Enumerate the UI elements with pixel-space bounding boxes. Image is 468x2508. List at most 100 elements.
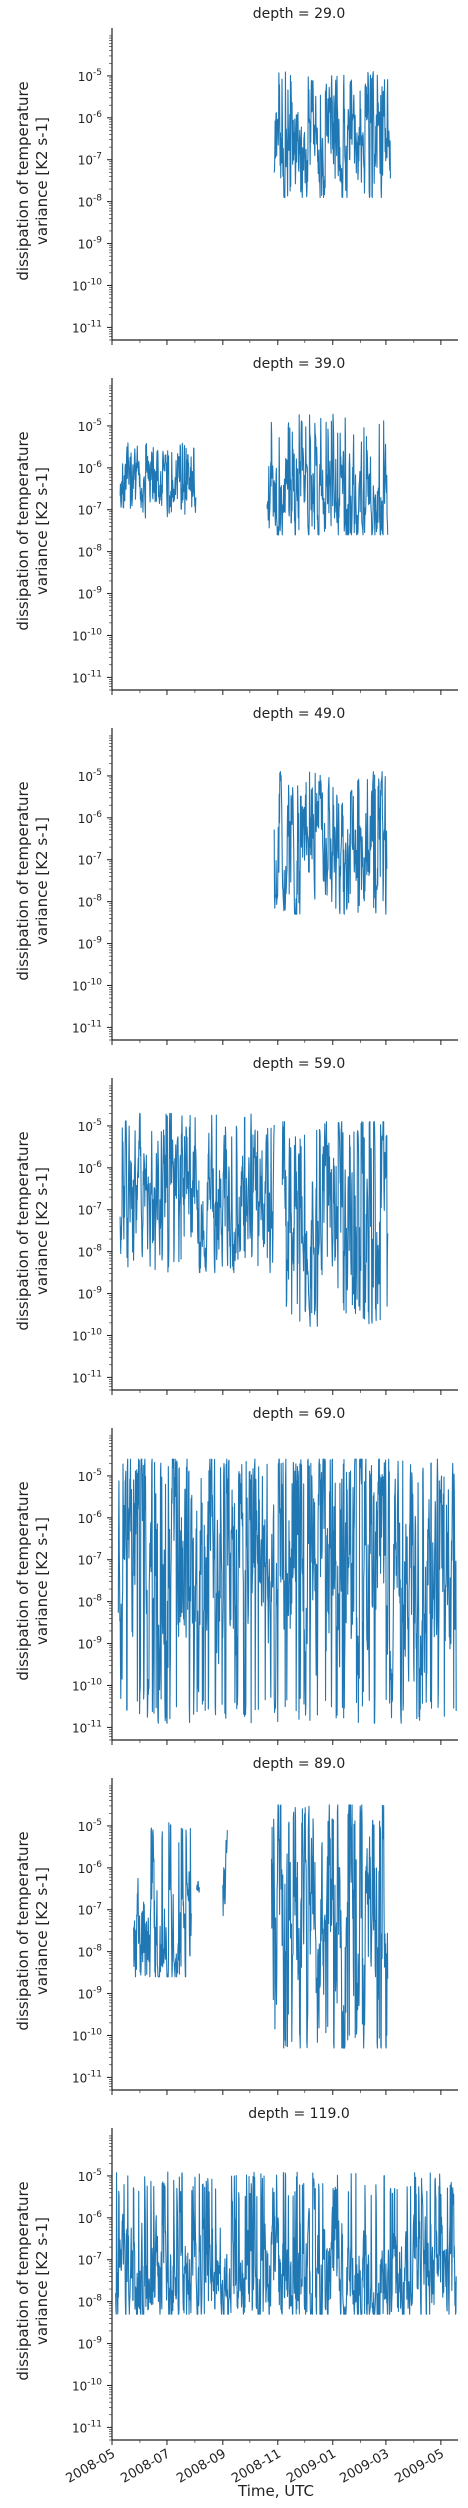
series-line: [133, 1822, 192, 1978]
y-tick-label: 10-5: [78, 1468, 102, 1484]
y-axis-label-line: dissipation of temperature: [14, 431, 32, 630]
y-tick-label: 10-6: [78, 810, 103, 826]
y-tick-label: 10-8: [78, 1244, 103, 1260]
y-tick-label: 10-7: [78, 1552, 102, 1568]
series-line: [115, 2171, 457, 2315]
y-tick-label: 10-9: [78, 586, 103, 602]
y-tick-label: 10-7: [78, 1902, 102, 1918]
y-tick-label: 10-6: [78, 2210, 103, 2226]
panel-title: depth = 59.0: [253, 1056, 346, 1072]
y-axis-label: dissipation of temperaturevariance [K2 s…: [14, 1831, 51, 2030]
panel-3: depth = 59.0 dissipation of temperatureva…: [14, 1056, 458, 1395]
y-axis-label: dissipation of temperaturevariance [K2 s…: [14, 2181, 51, 2380]
panel-0: depth = 29.0 dissipation of temperatureva…: [14, 6, 458, 345]
y-tick-label: 10-9: [78, 1986, 103, 2002]
y-tick-label: 10-7: [78, 2252, 102, 2268]
y-tick-label: 10-7: [78, 852, 102, 868]
y-axis-label-line: variance [K2 s-1]: [33, 1517, 51, 1645]
y-tick-label: 10-5: [78, 418, 102, 434]
y-axis-label: dissipation of temperaturevariance [K2 s…: [14, 1131, 51, 1330]
y-tick-label: 10-8: [78, 2294, 103, 2310]
y-tick-label: 10-9: [78, 1286, 103, 1302]
y-tick-label: 10-5: [78, 1818, 102, 1834]
panel-4: depth = 69.0 dissipation of temperatureva…: [14, 1406, 458, 1745]
y-tick-label: 10-7: [78, 152, 102, 168]
y-axis-label-line: variance [K2 s-1]: [33, 1167, 51, 1295]
panel-2: depth = 49.0 dissipation of temperatureva…: [14, 706, 458, 1045]
x-tick-label: 2008-11: [229, 2446, 284, 2486]
y-axis-label: dissipation of temperaturevariance [K2 s…: [14, 81, 51, 280]
series-line: [222, 1830, 228, 1917]
y-tick-label: 10-8: [78, 1594, 103, 1610]
x-tick-label: 2008-07: [118, 2446, 173, 2486]
y-tick-label: 10-5: [78, 1118, 102, 1134]
series-line: [281, 1121, 389, 1327]
x-tick-label: 2009-05: [392, 2446, 447, 2486]
y-axis-label: dissipation of temperaturevariance [K2 s…: [14, 1481, 51, 1680]
y-tick-label: 10-11: [72, 319, 102, 335]
x-tick-label: 2009-03: [337, 2446, 392, 2486]
y-tick-label: 10-10: [72, 2027, 102, 2043]
y-axis-label-line: variance [K2 s-1]: [33, 2217, 51, 2345]
panel-5: depth = 89.0 dissipation of temperatureva…: [14, 1756, 458, 2095]
y-tick-label: 10-7: [78, 1202, 102, 1218]
y-tick-label: 10-6: [78, 460, 103, 476]
y-tick-label: 10-9: [78, 936, 103, 952]
panel-title: depth = 49.0: [253, 706, 346, 722]
y-tick-label: 10-10: [72, 627, 102, 643]
series-line: [196, 1880, 200, 1893]
y-axis-label-line: dissipation of temperature: [14, 1831, 32, 2030]
y-tick-label: 10-10: [72, 1677, 102, 1693]
y-axis-label-line: variance [K2 s-1]: [33, 817, 51, 945]
y-tick-label: 10-5: [78, 768, 102, 784]
y-tick-label: 10-7: [78, 502, 102, 518]
y-tick-label: 10-5: [78, 2168, 102, 2184]
panel-title: depth = 69.0: [253, 1406, 346, 1422]
panel-title: depth = 89.0: [253, 1756, 346, 1772]
series-line: [273, 71, 391, 199]
y-tick-label: 10-9: [78, 2336, 103, 2352]
y-tick-label: 10-6: [78, 110, 103, 126]
series-line: [117, 1458, 457, 1724]
series-line: [119, 1112, 275, 1274]
y-axis-label-line: variance [K2 s-1]: [33, 117, 51, 245]
y-axis-label: dissipation of temperaturevariance [K2 s…: [14, 431, 51, 630]
y-axis-label-line: dissipation of temperature: [14, 2181, 32, 2380]
series-line: [270, 1804, 389, 2049]
y-axis-label-line: variance [K2 s-1]: [33, 1867, 51, 1995]
y-tick-label: 10-6: [78, 1860, 103, 1876]
panel-6: depth = 119.0 dissipation of temperaturev…: [14, 2106, 458, 2445]
y-tick-label: 10-10: [72, 277, 102, 293]
shared-x-axis: 2008-05 2008-07 2008-09 2008-11 2009-012009-…: [63, 2446, 446, 2486]
y-tick-label: 10-6: [78, 1510, 103, 1526]
x-axis-label: Time, UTC: [237, 2482, 314, 2500]
y-tick-label: 10-8: [78, 1944, 103, 1960]
y-tick-label: 10-9: [78, 1636, 103, 1652]
y-tick-label: 10-8: [78, 544, 103, 560]
y-axis-label-line: dissipation of temperature: [14, 781, 32, 980]
series-line: [273, 771, 388, 915]
series-line: [119, 442, 197, 519]
y-tick-label: 10-8: [78, 194, 103, 210]
x-tick-label: 2008-05: [63, 2446, 118, 2486]
y-tick-label: 10-8: [78, 894, 103, 910]
y-tick-label: 10-9: [78, 236, 103, 252]
y-tick-label: 10-11: [72, 2419, 102, 2435]
y-tick-label: 10-11: [72, 1369, 102, 1385]
y-tick-label: 10-11: [72, 669, 102, 685]
y-tick-label: 10-11: [72, 1019, 102, 1035]
x-tick-label: 2008-09: [174, 2446, 229, 2486]
y-axis-label-line: dissipation of temperature: [14, 1481, 32, 1680]
x-tick-label: 2009-01: [284, 2446, 339, 2486]
panel-1: depth = 39.0 dissipation of temperatureva…: [14, 356, 458, 695]
y-tick-label: 10-11: [72, 2069, 102, 2085]
y-tick-label: 10-5: [78, 68, 102, 84]
series-line: [266, 413, 389, 536]
y-tick-label: 10-10: [72, 2377, 102, 2393]
y-axis-label: dissipation of temperaturevariance [K2 s…: [14, 781, 51, 980]
y-axis-label-line: dissipation of temperature: [14, 1131, 32, 1330]
y-tick-label: 10-10: [72, 977, 102, 993]
y-tick-label: 10-10: [72, 1327, 102, 1343]
panel-title: depth = 29.0: [253, 6, 346, 22]
